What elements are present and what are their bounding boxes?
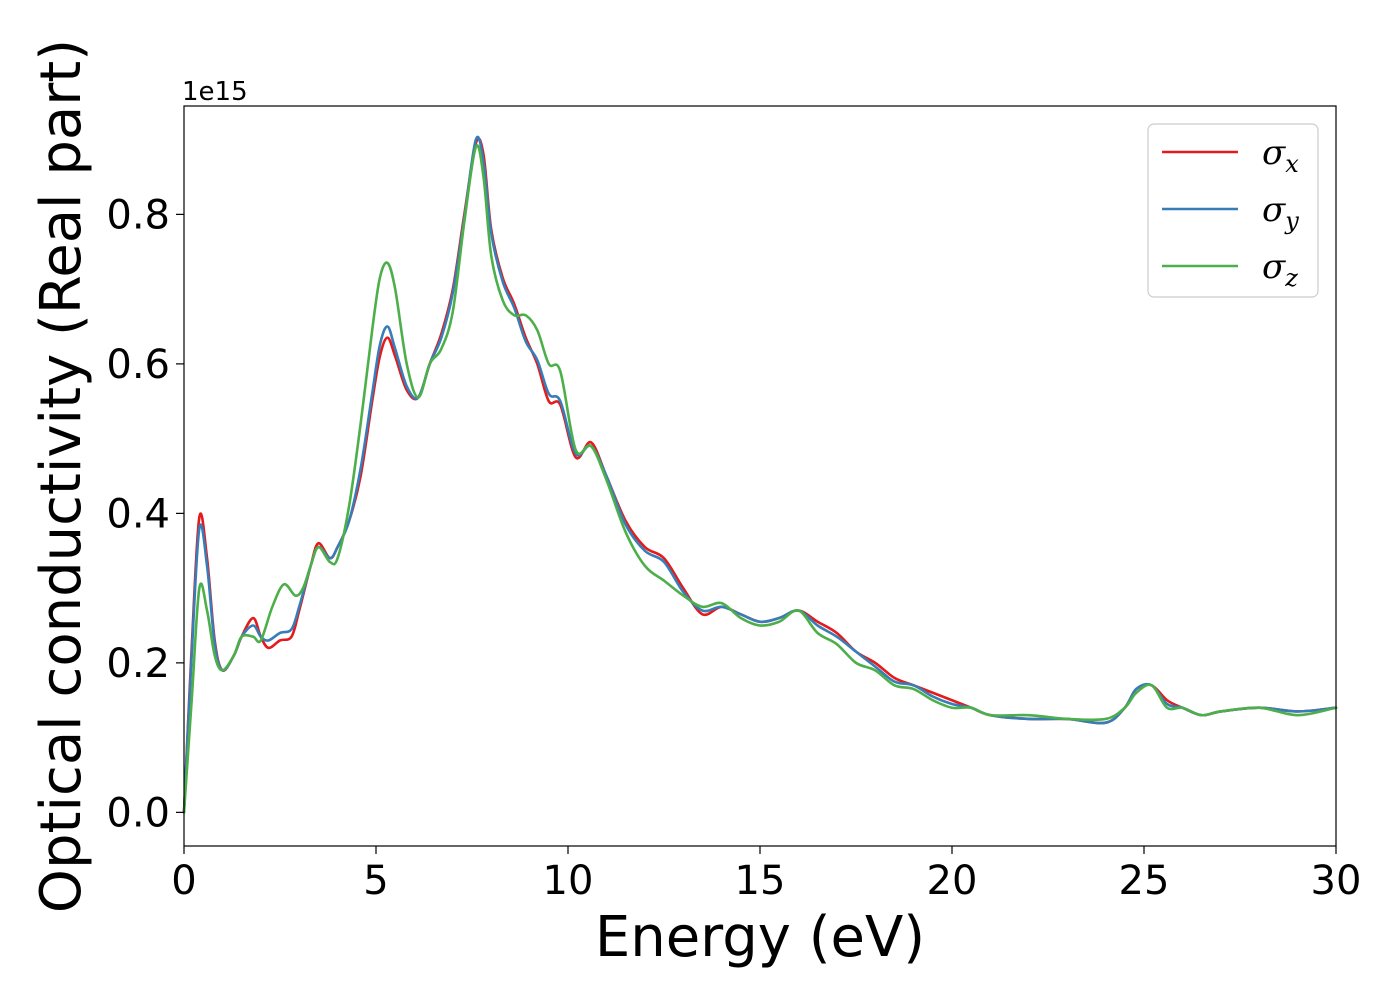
y-tick-label: 0.6	[106, 342, 170, 388]
y-tick-label: 0.8	[106, 192, 170, 238]
x-tick-label: 30	[1311, 858, 1362, 904]
legend-label-subscript: x	[1285, 150, 1299, 178]
legend-box	[1147, 123, 1319, 298]
series-line-y	[182, 135, 1338, 814]
y-tick-label: 0.0	[106, 790, 170, 836]
x-tick-label: 10	[543, 858, 594, 904]
legend-label-y: σy	[1262, 190, 1299, 235]
legend-label-symbol: σ	[1262, 190, 1286, 230]
series-layer	[182, 135, 1338, 814]
y-axis: 0.0 0.2 0.4 0.6 0.8	[106, 192, 184, 836]
x-tick-label: 20	[927, 858, 978, 904]
legend-label-subscript: y	[1284, 207, 1299, 235]
legend-label-symbol: σ	[1262, 133, 1286, 173]
x-tick-label: 0	[171, 858, 196, 904]
y-tick-label: 0.2	[106, 641, 170, 687]
legend-label-x: σx	[1262, 133, 1299, 178]
y-axis-label: Optical conductivity (Real part)	[29, 39, 94, 913]
legend-label-z: σz	[1262, 247, 1298, 292]
x-tick-label: 5	[363, 858, 388, 904]
x-axis: 0 5 10 15 20 25 30	[171, 846, 1361, 904]
x-tick-label: 15	[735, 858, 786, 904]
legend-label-subscript: z	[1284, 264, 1298, 292]
y-tick-label: 0.4	[106, 491, 170, 537]
x-axis-label: Energy (eV)	[595, 905, 925, 970]
series-line-z	[182, 144, 1338, 814]
legend-label-symbol: σ	[1262, 247, 1286, 287]
y-offset-label: 1e15	[182, 77, 248, 107]
x-tick-label: 25	[1119, 858, 1170, 904]
